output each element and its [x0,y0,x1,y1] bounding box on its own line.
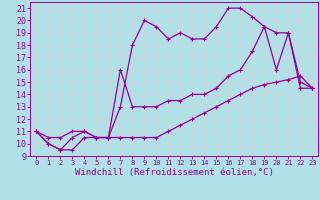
X-axis label: Windchill (Refroidissement éolien,°C): Windchill (Refroidissement éolien,°C) [75,168,274,177]
